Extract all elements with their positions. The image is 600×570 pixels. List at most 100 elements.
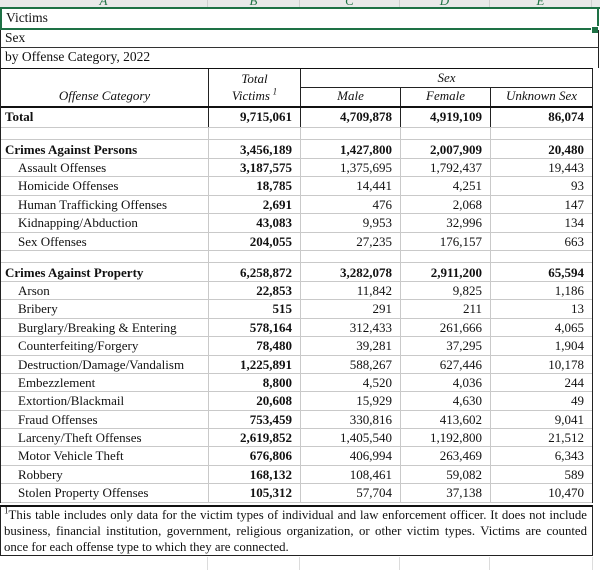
total-victims-cell[interactable]: 753,459	[209, 410, 301, 429]
column-header-f[interactable]	[592, 0, 600, 7]
unknown-sex-header[interactable]: Unknown Sex	[505, 88, 578, 103]
empty-sheet-row[interactable]	[0, 557, 600, 570]
offense-category-cell[interactable]: Homicide Offenses	[1, 177, 209, 195]
male-cell[interactable]: 9,953	[301, 214, 401, 232]
male-cell[interactable]	[301, 128, 401, 139]
male-cell[interactable]	[301, 250, 401, 262]
offense-category-cell[interactable]: Fraud Offenses	[1, 410, 209, 429]
unknown-sex-cell[interactable]: 6,343	[554, 448, 584, 464]
column-header-c[interactable]: C	[300, 0, 400, 7]
unknown-sex-cell[interactable]: 9,041	[554, 411, 584, 427]
total-victims-cell[interactable]: 515	[209, 300, 301, 318]
male-cell[interactable]: 476	[301, 195, 401, 214]
male-cell[interactable]: 11,842	[301, 281, 401, 300]
title-cell-sex[interactable]: Sex	[0, 30, 599, 48]
female-cell[interactable]: 413,602	[401, 410, 491, 429]
male-cell[interactable]: 1,375,695	[301, 159, 401, 177]
male-cell[interactable]: 588,267	[301, 355, 401, 373]
sex-group-label[interactable]: Sex	[301, 69, 592, 88]
female-cell[interactable]: 4,630	[401, 392, 491, 410]
total-victims-cell[interactable]: 9,715,061	[209, 108, 301, 127]
unknown-sex-cell[interactable]: 10,178	[548, 356, 584, 372]
male-cell[interactable]: 27,235	[301, 232, 401, 250]
offense-category-cell[interactable]	[1, 250, 209, 262]
total-victims-cell[interactable]: 168,132	[209, 465, 301, 484]
male-cell[interactable]: 4,520	[301, 373, 401, 392]
offense-category-cell[interactable]: Counterfeiting/Forgery	[1, 337, 209, 355]
total-victims-cell[interactable]: 578,164	[209, 318, 301, 337]
female-cell[interactable]: 37,138	[401, 484, 491, 502]
offense-category-cell[interactable]: Crimes Against Persons	[1, 140, 209, 158]
offense-category-cell[interactable]: Motor Vehicle Theft	[1, 447, 209, 465]
total-victims-cell[interactable]: 2,619,852	[209, 429, 301, 447]
female-header[interactable]: Female	[401, 88, 491, 106]
unknown-sex-cell[interactable]: 20,480	[548, 142, 584, 157]
unknown-sex-cell[interactable]	[491, 251, 592, 262]
total-victims-cell[interactable]: 18,785	[209, 177, 301, 195]
female-cell[interactable]: 4,036	[401, 373, 491, 392]
offense-category-cell[interactable]: Burglary/Breaking & Entering	[1, 318, 209, 337]
female-cell[interactable]: 2,007,909	[401, 140, 491, 158]
offense-category-cell[interactable]: Destruction/Damage/Vandalism	[1, 355, 209, 373]
female-cell[interactable]	[401, 250, 491, 262]
title-cell-by-offense-category[interactable]: by Offense Category, 2022	[0, 48, 599, 68]
female-cell[interactable]: 59,082	[401, 465, 491, 484]
total-victims-cell[interactable]: 43,083	[209, 214, 301, 232]
female-cell[interactable]: 32,996	[401, 214, 491, 232]
offense-category-cell[interactable]: Arson	[1, 281, 209, 300]
unknown-sex-cell[interactable]: 49	[571, 393, 584, 409]
offense-category-cell[interactable]: Sex Offenses	[1, 232, 209, 250]
female-cell[interactable]: 37,295	[401, 337, 491, 355]
male-cell[interactable]: 1,427,800	[301, 140, 401, 158]
total-victims-cell[interactable]: 78,480	[209, 337, 301, 355]
offense-category-cell[interactable]: Stolen Property Offenses	[1, 484, 209, 502]
total-victims-cell[interactable]: 6,258,872	[209, 262, 301, 281]
female-cell[interactable]: 2,068	[401, 195, 491, 214]
female-cell[interactable]	[401, 128, 491, 139]
column-header-b[interactable]: B	[208, 0, 300, 7]
offense-category-cell[interactable]: Total	[1, 108, 209, 127]
offense-category-cell[interactable]: Extortion/Blackmail	[1, 392, 209, 410]
male-cell[interactable]: 57,704	[301, 484, 401, 502]
unknown-sex-cell[interactable]: 21,512	[548, 430, 584, 446]
male-cell[interactable]: 1,405,540	[301, 429, 401, 447]
offense-category-cell[interactable]: Kidnapping/Abduction	[1, 214, 209, 232]
offense-category-cell[interactable]: Embezzlement	[1, 373, 209, 392]
total-victims-cell[interactable]	[209, 128, 301, 139]
male-cell[interactable]: 291	[301, 300, 401, 318]
male-cell[interactable]: 15,929	[301, 392, 401, 410]
male-cell[interactable]: 330,816	[301, 410, 401, 429]
table-footnote[interactable]: 1This table includes only data for the v…	[0, 505, 593, 556]
total-victims-cell[interactable]: 8,800	[209, 373, 301, 392]
total-victims-cell[interactable]: 105,312	[209, 484, 301, 502]
female-cell[interactable]: 263,469	[401, 447, 491, 465]
unknown-sex-cell[interactable]: 244	[564, 374, 585, 390]
female-cell[interactable]: 261,666	[401, 318, 491, 337]
total-victims-cell[interactable]: 3,187,575	[209, 159, 301, 177]
male-cell[interactable]: 4,709,878	[301, 108, 401, 127]
female-cell[interactable]: 627,446	[401, 355, 491, 373]
total-victims-cell[interactable]: 204,055	[209, 232, 301, 250]
male-cell[interactable]: 312,433	[301, 318, 401, 337]
unknown-sex-cell[interactable]: 147	[564, 196, 585, 212]
unknown-sex-cell[interactable]: 19,443	[548, 160, 584, 175]
unknown-sex-cell[interactable]: 4,065	[554, 319, 584, 335]
offense-category-cell[interactable]: Larceny/Theft Offenses	[1, 429, 209, 447]
male-cell[interactable]: 3,282,078	[301, 262, 401, 281]
offense-category-cell[interactable]	[1, 128, 209, 139]
unknown-sex-cell[interactable]: 10,470	[548, 485, 584, 501]
unknown-sex-cell[interactable]	[491, 128, 592, 139]
column-header-a[interactable]: A	[0, 0, 208, 7]
selected-cell-victims[interactable]: Victims	[0, 9, 599, 30]
offense-category-cell[interactable]: Crimes Against Property	[1, 262, 209, 281]
female-cell[interactable]: 9,825	[401, 281, 491, 300]
total-victims-cell[interactable]: 1,225,891	[209, 355, 301, 373]
female-cell[interactable]: 1,792,437	[401, 159, 491, 177]
offense-category-cell[interactable]: Bribery	[1, 300, 209, 318]
unknown-sex-cell[interactable]: 1,186	[554, 282, 584, 298]
unknown-sex-cell[interactable]: 86,074	[548, 109, 584, 124]
total-victims-cell[interactable]: 20,608	[209, 392, 301, 410]
offense-category-header[interactable]: Offense Category	[1, 69, 209, 106]
female-cell[interactable]: 4,919,109	[401, 108, 491, 127]
unknown-sex-cell[interactable]: 13	[571, 301, 584, 317]
